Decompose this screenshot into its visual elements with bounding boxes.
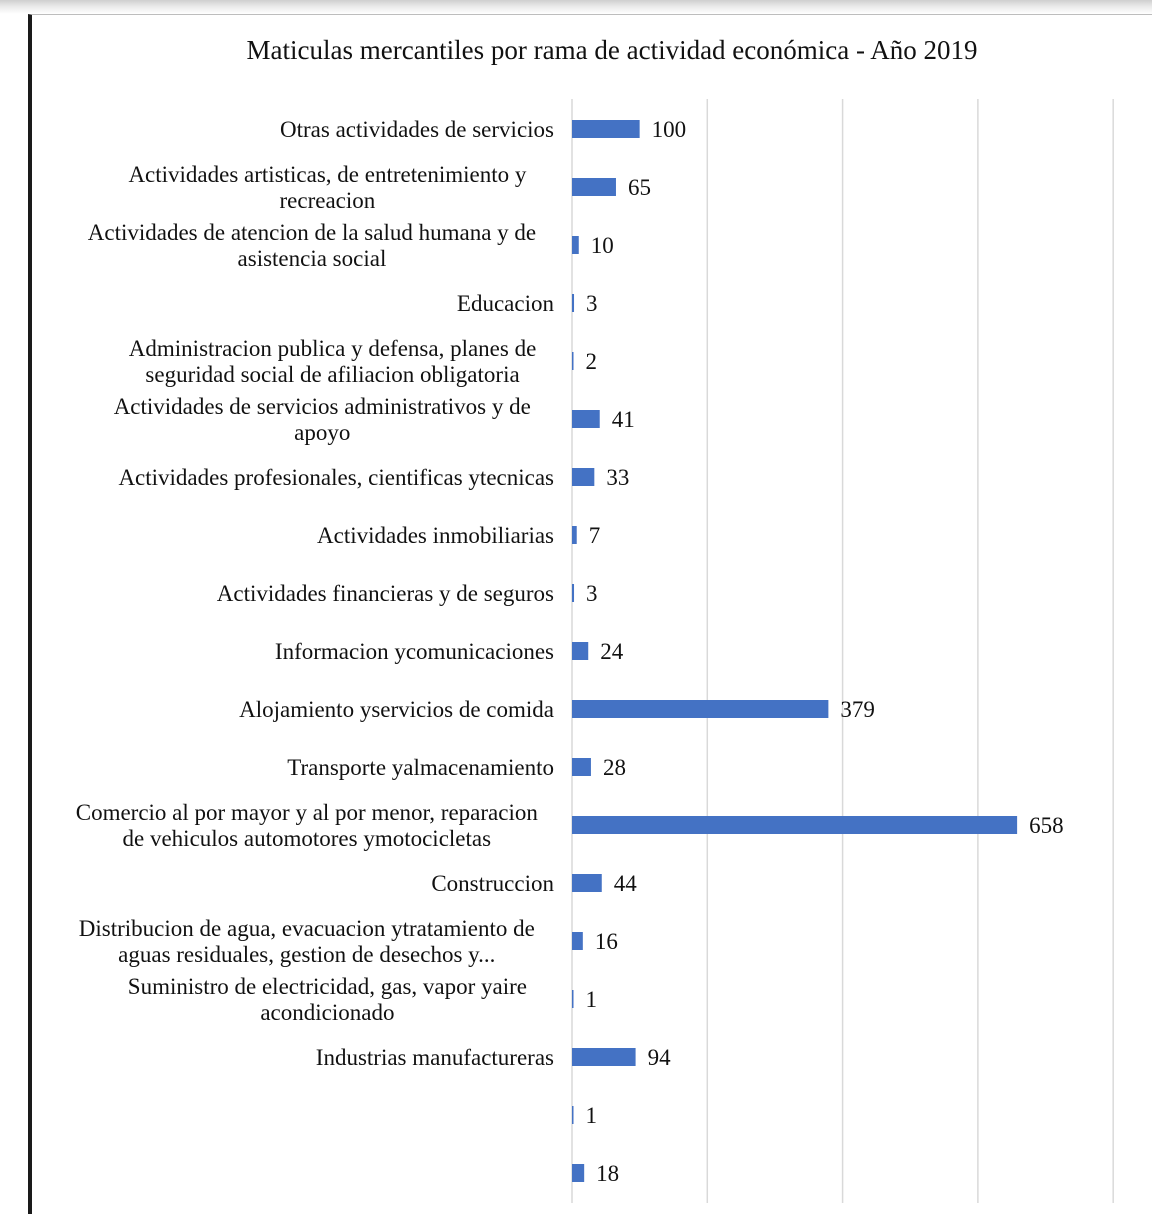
bar	[572, 874, 602, 892]
data-label: 100	[652, 117, 687, 142]
data-label: 16	[595, 929, 618, 954]
bar	[572, 410, 600, 428]
data-label: 3	[586, 581, 598, 606]
category-label: Distribucion de agua, evacuacion ytratam…	[79, 916, 535, 967]
bar	[572, 236, 579, 254]
data-label: 41	[612, 407, 635, 432]
data-label: 10	[591, 233, 614, 258]
data-label: 658	[1029, 813, 1064, 838]
data-label: 44	[614, 871, 638, 896]
bar	[572, 932, 583, 950]
category-label: Administracion publica y defensa, planes…	[129, 336, 537, 387]
bar	[572, 294, 575, 312]
data-label: 65	[628, 175, 651, 200]
data-labels: 100 65 10 3 2 41 33 7 3 24 379 28 658 44 16 1 94 1 18	[586, 117, 1064, 1186]
category-label: Actividades profesionales, cientificas y…	[118, 465, 554, 490]
bar-chart: Maticulas mercantiles por rama de activi…	[76, 35, 1114, 1203]
data-label: 379	[840, 697, 875, 722]
category-label: Otras actividades de servicios	[280, 117, 554, 142]
category-label: Suministro de electricidad, gas, vapor y…	[128, 974, 527, 1025]
bar	[572, 816, 1018, 834]
chart-title: Maticulas mercantiles por rama de activi…	[247, 35, 978, 65]
bar	[572, 584, 575, 602]
bars	[572, 120, 1018, 1182]
bar	[572, 178, 616, 196]
data-label: 33	[606, 465, 629, 490]
bar	[572, 1106, 574, 1124]
bar	[572, 352, 574, 370]
category-label: Informacion ycomunicaciones	[275, 639, 554, 664]
data-label: 18	[596, 1161, 619, 1186]
data-label: 2	[586, 349, 598, 374]
category-label: Actividades inmobiliarias	[317, 523, 554, 548]
bar	[572, 1164, 585, 1182]
data-label: 24	[600, 639, 624, 664]
data-label: 1	[586, 987, 598, 1012]
category-label: Actividades de servicios administrativos…	[114, 394, 531, 445]
category-label: Comercio al por mayor y al por menor, re…	[76, 800, 539, 851]
data-label: 94	[648, 1045, 672, 1070]
category-label: Actividades artisticas, de entretenimien…	[128, 162, 526, 213]
category-label: Transporte yalmacenamiento	[287, 755, 554, 780]
window-top-edge	[0, 0, 1152, 14]
data-label: 1	[586, 1103, 598, 1128]
bar	[572, 642, 589, 660]
category-label: Actividades de atencion de la salud huma…	[88, 220, 536, 271]
bar	[572, 468, 595, 486]
category-label: Construccion	[431, 871, 554, 896]
category-label: Alojamiento yservicios de comida	[239, 697, 554, 722]
data-label: 3	[586, 291, 598, 316]
bar	[572, 990, 574, 1008]
data-label: 28	[603, 755, 626, 780]
bar	[572, 526, 577, 544]
bar	[572, 120, 640, 138]
bar	[572, 758, 591, 776]
data-label: 7	[589, 523, 601, 548]
category-label: Educacion	[457, 291, 555, 316]
bar	[572, 700, 829, 718]
gridlines	[571, 99, 1114, 1203]
category-label: Industrias manufactureras	[316, 1045, 554, 1070]
bar	[572, 1048, 636, 1066]
category-labels: Otras actividades de servicios Actividade…	[76, 117, 555, 1070]
category-label: Actividades financieras y de seguros	[217, 581, 554, 606]
chart-area: Maticulas mercantiles por rama de activi…	[28, 14, 1152, 1214]
